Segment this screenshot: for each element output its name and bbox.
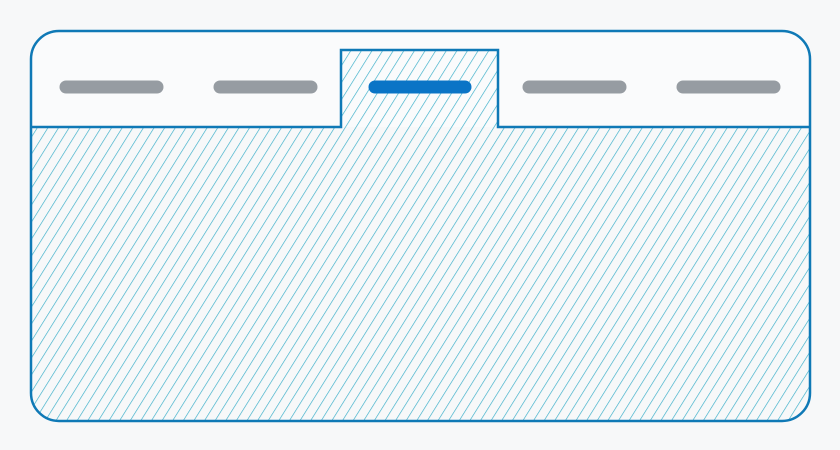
panel-frame xyxy=(29,29,812,423)
active-tab-outline xyxy=(31,48,810,129)
content-panel-hatched xyxy=(31,50,810,421)
